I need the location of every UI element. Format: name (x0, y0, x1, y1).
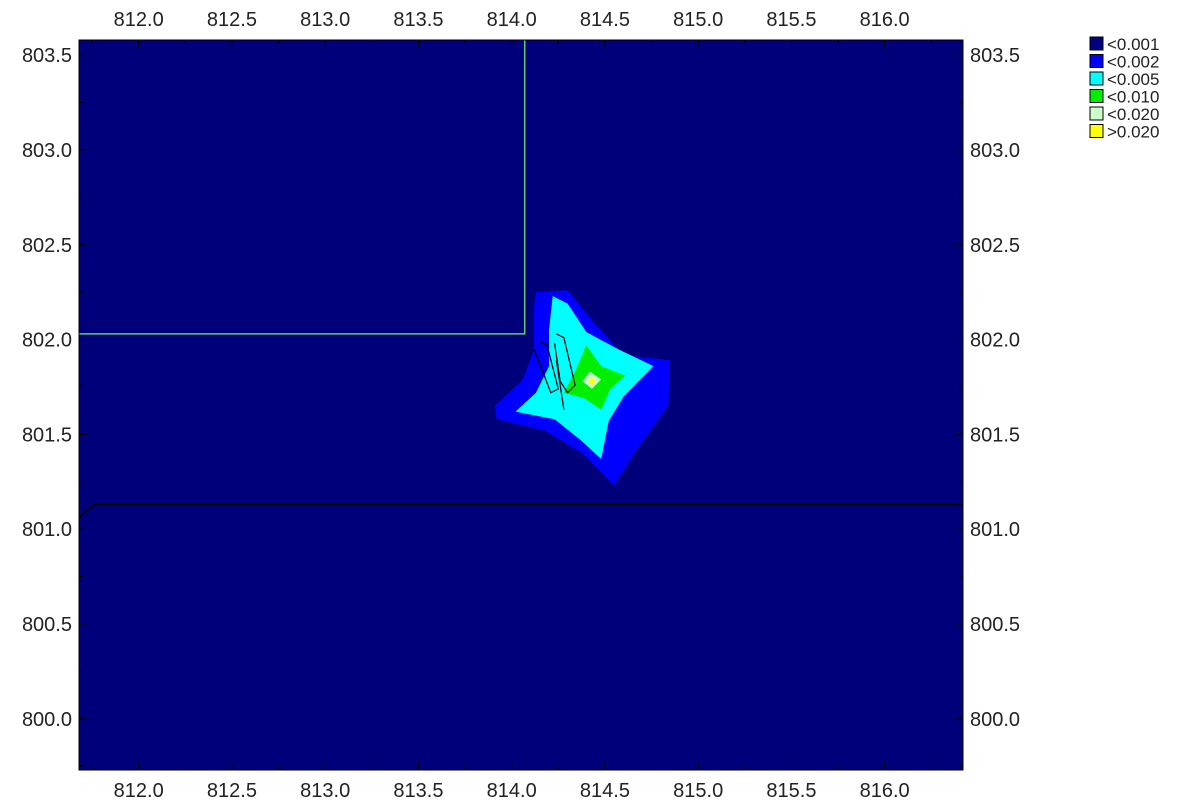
legend-label: <0.005 (1107, 70, 1159, 89)
source-outline-0 (533, 340, 560, 394)
contour-fills (494, 290, 671, 486)
y-tick-label-right: 800.5 (970, 614, 1020, 636)
source-outline-1 (554, 333, 576, 394)
y-tick-label-right: 802.0 (970, 330, 1020, 352)
plot-frame (78, 39, 964, 771)
x-tick-label-top: 815.0 (673, 9, 723, 31)
legend-swatch (1089, 106, 1104, 121)
x-tick-label-top: 812.0 (114, 9, 164, 31)
legend-label: >0.020 (1107, 123, 1159, 142)
y-tick-label-left: 803.0 (22, 140, 72, 162)
y-tick-label-right: 801.5 (970, 424, 1020, 446)
y-tick-label-left: 801.5 (22, 424, 72, 446)
legend-swatch (1089, 71, 1104, 86)
x-tick-label-top: 814.0 (487, 9, 537, 31)
x-tick-label-top: 813.5 (393, 9, 443, 31)
y-tick-label-right: 803.0 (970, 140, 1020, 162)
boundary-line-0 (79, 40, 526, 335)
x-tick-label-bottom: 813.0 (300, 780, 350, 802)
boundary-lines (78, 40, 963, 519)
x-tick-label-bottom: 812.0 (114, 780, 164, 802)
legend-swatch (1089, 124, 1104, 138)
x-tick-label-bottom: 814.0 (487, 780, 537, 802)
x-tick-label-bottom: 812.5 (207, 780, 257, 802)
x-tick-label-bottom: 816.0 (860, 780, 910, 802)
y-tick-label-right: 800.0 (970, 709, 1020, 731)
x-tick-label-top: 814.5 (580, 9, 630, 31)
y-tick-label-left: 803.5 (22, 45, 72, 67)
y-axis-left: 800.0 800.5 801.0 801.5 802.0 802.5 803.0 803.5 (22, 45, 87, 767)
legend-label: <0.010 (1107, 88, 1159, 107)
y-tick-label-left: 800.0 (22, 709, 72, 731)
legend-swatch (1089, 36, 1104, 51)
x-tick-label-top: 815.5 (766, 9, 816, 31)
x-tick-label-top: 812.5 (207, 9, 257, 31)
legend: <0.001<0.002<0.005<0.010<0.020>0.020 (1089, 35, 1159, 142)
boundary-line-1 (78, 503, 963, 519)
y-tick-label-right: 801.0 (970, 519, 1020, 541)
x-axis-bottom: 812.0 812.5 813.0 813.5 814.0 814.5 815.0 815.5… (91, 762, 932, 802)
source-outlines (533, 333, 576, 410)
x-axis-top: 812.0 812.5 813.0 813.5 814.0 814.5 815.0 815.5… (91, 9, 932, 48)
x-tick-label-bottom: 815.0 (673, 780, 723, 802)
y-tick-label-left: 801.0 (22, 519, 72, 541)
legend-label: <0.002 (1107, 53, 1159, 72)
y-tick-label-left: 800.5 (22, 614, 72, 636)
y-tick-label-right: 803.5 (970, 45, 1020, 67)
x-tick-label-bottom: 814.5 (580, 780, 630, 802)
y-tick-label-left: 802.5 (22, 235, 72, 257)
legend-swatch (1089, 89, 1104, 103)
y-tick-label-left: 802.0 (22, 330, 72, 352)
x-tick-label-top: 813.0 (300, 9, 350, 31)
contour-band-4 (588, 377, 596, 386)
legend-label: <0.020 (1107, 105, 1159, 124)
y-axis-right: 800.0 800.5 801.0 801.5 802.0 802.5 803.0 803.5 (955, 45, 1020, 767)
x-tick-label-bottom: 813.5 (393, 780, 443, 802)
x-tick-label-top: 816.0 (860, 9, 910, 31)
legend-swatch (1089, 54, 1104, 68)
y-tick-label-right: 802.5 (970, 235, 1020, 257)
x-tick-label-bottom: 815.5 (766, 780, 816, 802)
source-outline-2 (555, 360, 565, 410)
legend-label: <0.001 (1107, 35, 1159, 54)
